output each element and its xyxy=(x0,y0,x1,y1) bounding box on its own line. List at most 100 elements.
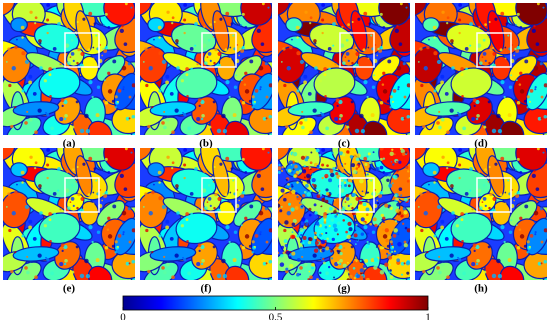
panel-label: (f) xyxy=(201,283,212,295)
speck xyxy=(488,61,491,65)
speck xyxy=(214,192,218,197)
speck xyxy=(71,125,75,129)
speck xyxy=(295,192,298,195)
speck xyxy=(433,234,437,238)
speck xyxy=(166,10,170,14)
speck xyxy=(352,266,356,270)
heatmap-image xyxy=(415,3,547,135)
speck xyxy=(406,83,410,88)
speck xyxy=(533,170,536,173)
speck xyxy=(450,39,454,43)
speck xyxy=(221,113,226,119)
speck xyxy=(471,63,474,66)
speck xyxy=(303,176,306,179)
speck xyxy=(228,95,231,99)
speck xyxy=(124,148,128,151)
speck xyxy=(489,192,493,197)
speck xyxy=(165,219,170,224)
speck xyxy=(379,245,384,250)
speck xyxy=(458,18,462,22)
speck xyxy=(387,235,392,240)
speck xyxy=(484,23,487,27)
speck xyxy=(85,128,91,134)
speck xyxy=(382,89,388,94)
speck xyxy=(201,188,207,193)
speck xyxy=(362,264,367,269)
speck xyxy=(99,189,102,191)
speck xyxy=(320,111,322,114)
speck xyxy=(121,170,124,173)
speck xyxy=(285,124,289,129)
speck xyxy=(183,257,187,262)
speck xyxy=(88,11,93,16)
speck xyxy=(368,167,371,170)
speck xyxy=(49,240,52,243)
speck xyxy=(341,170,344,173)
speck xyxy=(95,113,100,118)
speck xyxy=(264,207,268,211)
rock xyxy=(140,191,168,229)
speck xyxy=(176,211,180,215)
speck xyxy=(461,240,464,243)
panel-label: (d) xyxy=(474,138,488,150)
speck xyxy=(157,25,162,30)
speck xyxy=(303,165,306,168)
speck xyxy=(104,245,109,250)
rock xyxy=(140,46,168,84)
speck xyxy=(316,278,319,280)
speck xyxy=(203,25,206,28)
speck xyxy=(285,269,289,274)
speck xyxy=(280,169,284,173)
speck xyxy=(122,231,125,234)
speck xyxy=(267,6,270,9)
speck xyxy=(241,157,245,161)
speck xyxy=(345,230,348,234)
speck xyxy=(343,246,346,250)
speck xyxy=(225,156,230,161)
roi-box xyxy=(476,177,512,213)
speck xyxy=(352,260,356,264)
speck xyxy=(344,56,347,59)
speck xyxy=(212,180,215,183)
speck xyxy=(472,243,477,248)
speck xyxy=(450,184,454,188)
speck xyxy=(289,187,292,190)
speck xyxy=(405,6,408,9)
speck xyxy=(519,89,525,94)
speck xyxy=(356,153,361,158)
speck xyxy=(400,116,405,121)
speck xyxy=(151,45,155,50)
speck xyxy=(339,43,345,48)
speck xyxy=(451,211,455,215)
speck xyxy=(539,207,543,211)
speck xyxy=(354,128,360,134)
speck xyxy=(59,262,64,267)
speck xyxy=(293,174,297,178)
speck xyxy=(161,121,165,125)
speck xyxy=(322,214,327,219)
speck xyxy=(194,44,197,47)
speck xyxy=(52,47,57,51)
speck xyxy=(368,160,372,165)
speck xyxy=(52,192,57,196)
speck xyxy=(349,239,351,242)
speck xyxy=(24,59,29,64)
speck xyxy=(219,17,223,21)
rock xyxy=(224,120,250,135)
speck xyxy=(396,260,401,265)
speck xyxy=(505,167,508,170)
speck xyxy=(104,12,108,16)
speck xyxy=(313,216,316,219)
speck xyxy=(165,225,170,230)
speck xyxy=(244,25,248,29)
speck xyxy=(265,95,269,99)
speck xyxy=(119,28,124,33)
speck xyxy=(301,225,304,228)
speck xyxy=(125,261,130,266)
heatmap-image xyxy=(3,3,135,135)
speck xyxy=(324,209,328,212)
speck xyxy=(482,197,487,201)
speck xyxy=(513,54,516,57)
speck xyxy=(286,66,291,71)
speck xyxy=(488,21,491,23)
